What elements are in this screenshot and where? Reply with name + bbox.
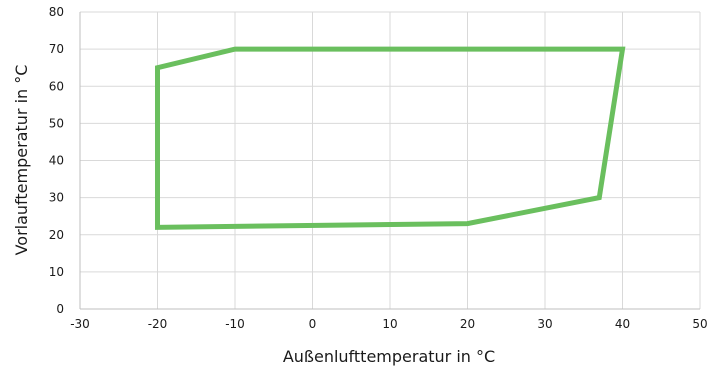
y-tick-labels: 0 10 20 30 40 50 60 70 80 bbox=[49, 5, 64, 316]
axes bbox=[79, 12, 700, 310]
x-axis-title: Außenlufttemperatur in °C bbox=[283, 347, 495, 366]
y-tick-label: 80 bbox=[49, 5, 64, 19]
x-tick-label: 10 bbox=[382, 317, 397, 331]
x-tick-label: 20 bbox=[460, 317, 475, 331]
y-tick-label: 50 bbox=[49, 116, 64, 130]
grid bbox=[80, 11, 701, 309]
y-tick-label: 0 bbox=[56, 302, 64, 316]
x-tick-label: -30 bbox=[70, 317, 90, 331]
y-tick-label: 30 bbox=[49, 191, 64, 205]
x-tick-label: 30 bbox=[537, 317, 552, 331]
series-layer bbox=[155, 46, 626, 230]
y-tick-label: 20 bbox=[49, 228, 64, 242]
x-tick-label: -10 bbox=[225, 317, 245, 331]
x-tick-label: 0 bbox=[309, 317, 317, 331]
y-tick-label: 10 bbox=[49, 265, 64, 279]
y-tick-label: 40 bbox=[49, 154, 64, 168]
x-tick-label: -20 bbox=[148, 317, 168, 331]
y-tick-label: 70 bbox=[49, 42, 64, 56]
x-tick-labels: -30 -20 -10 0 10 20 30 40 50 bbox=[70, 317, 707, 331]
x-tick-label: 50 bbox=[692, 317, 707, 331]
y-axis-title: Vorlauftemperatur in °C bbox=[12, 65, 31, 256]
y-tick-label: 60 bbox=[49, 79, 64, 93]
x-tick-label: 40 bbox=[615, 317, 630, 331]
series-line bbox=[155, 46, 626, 230]
